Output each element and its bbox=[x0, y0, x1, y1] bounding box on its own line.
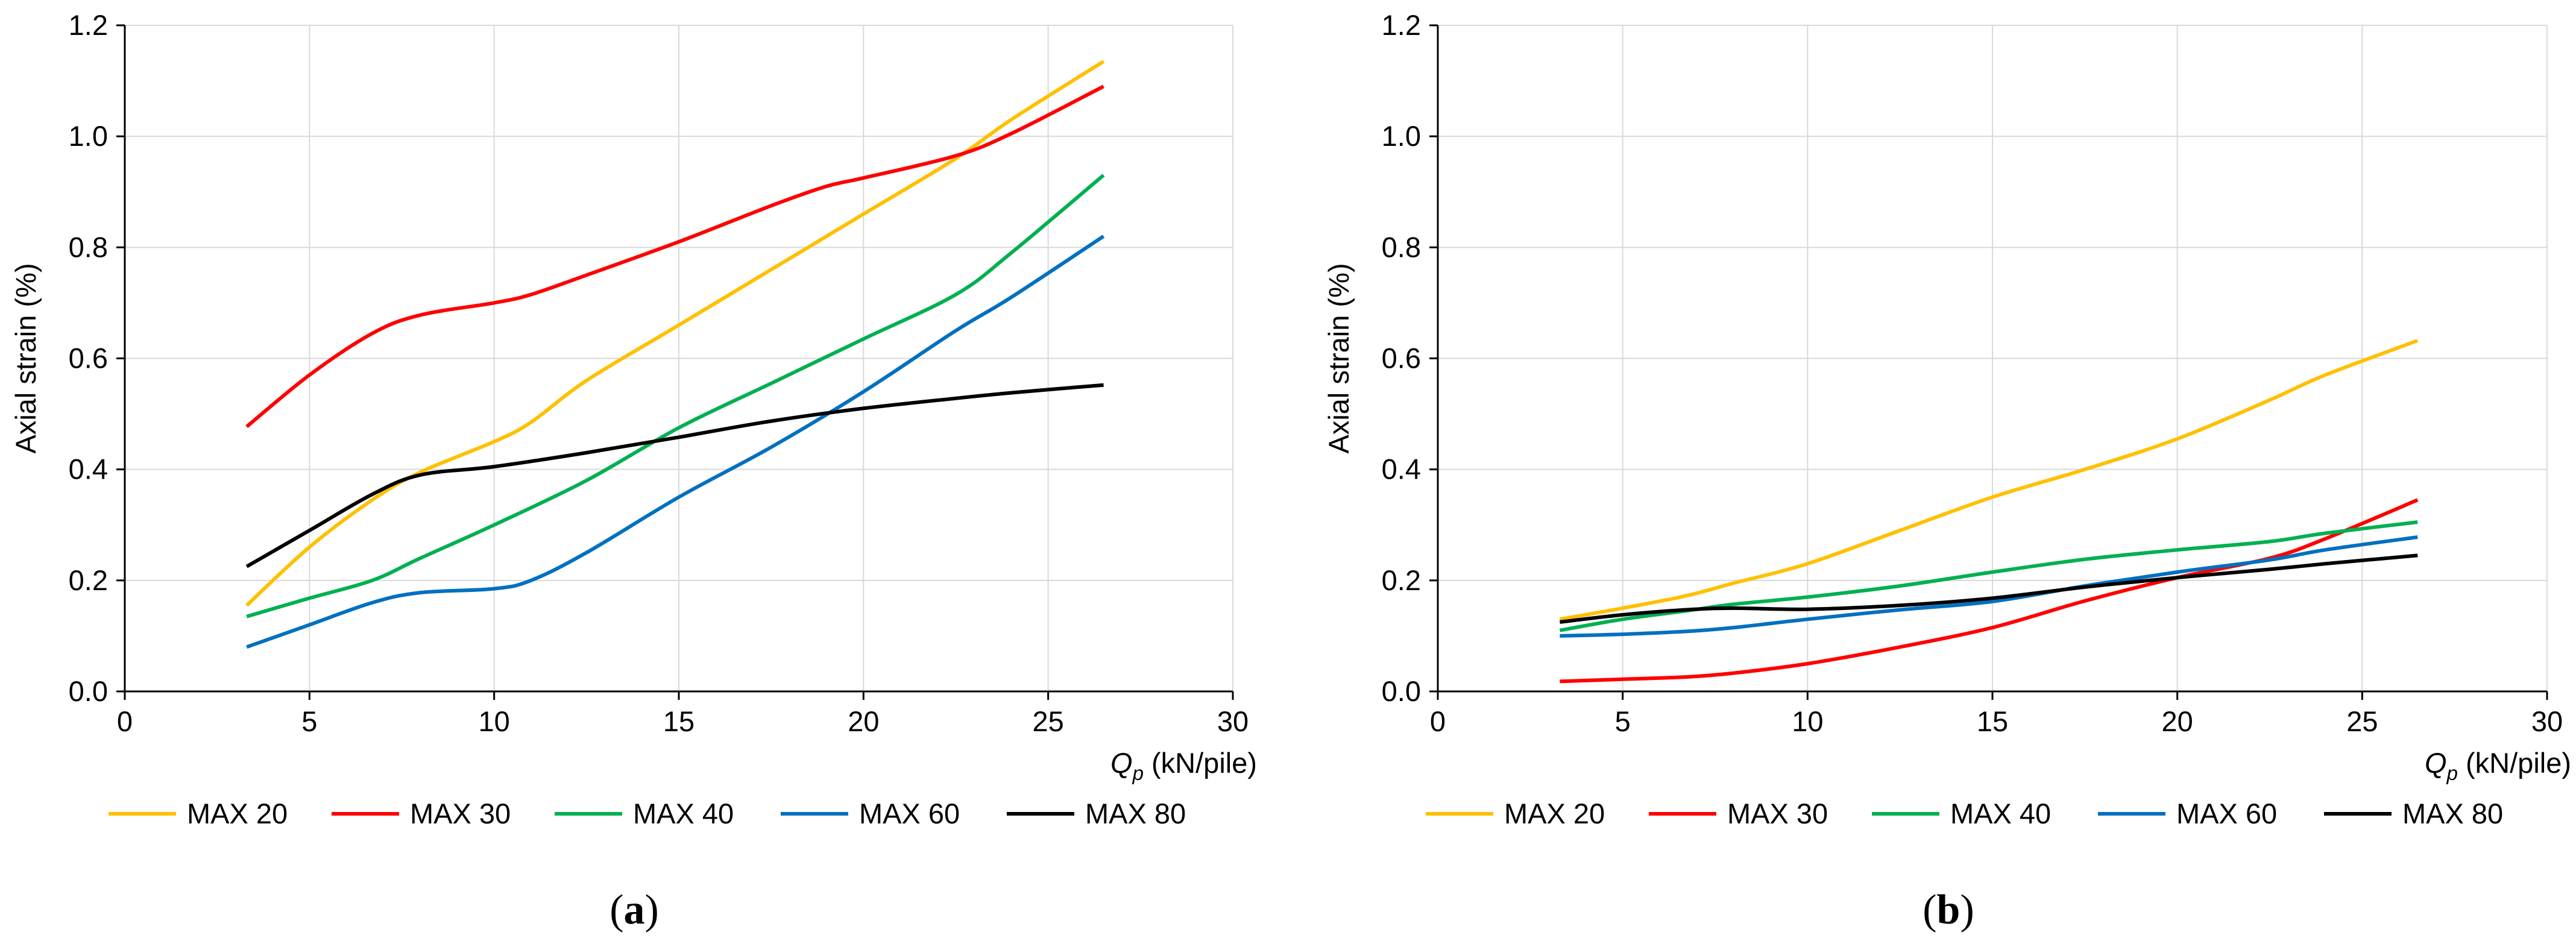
series-line-max-20 bbox=[1559, 339, 2419, 621]
series-line-max-40 bbox=[246, 174, 1105, 618]
x-axis-title: Qp (kN/pile) bbox=[1110, 747, 1257, 784]
y-axis-title: Axial strain (%) bbox=[1323, 263, 1355, 453]
legend-label: MAX 80 bbox=[2402, 798, 2503, 829]
series-line-max-30 bbox=[1560, 498, 2419, 684]
y-axis-title: Axial strain (%) bbox=[10, 263, 42, 453]
y-tick-label: 0.2 bbox=[1382, 564, 1421, 596]
x-tick-label: 30 bbox=[1217, 705, 1249, 737]
y-tick-label: 0.6 bbox=[1382, 342, 1421, 374]
series-line-max-30 bbox=[245, 84, 1104, 429]
y-tick-label: 1.0 bbox=[69, 120, 108, 152]
y-tick-label: 0.0 bbox=[69, 675, 108, 707]
x-tick-label: 10 bbox=[1792, 705, 1823, 737]
x-tick-label: 0 bbox=[117, 705, 133, 737]
x-tick-label: 5 bbox=[1615, 705, 1631, 737]
y-tick-label: 1.2 bbox=[1382, 9, 1421, 41]
series-line-max-80 bbox=[245, 383, 1104, 568]
legend-label: MAX 60 bbox=[2176, 798, 2277, 829]
legend-label: MAX 30 bbox=[1727, 798, 1828, 829]
legend-label: MAX 80 bbox=[1085, 798, 1186, 829]
x-tick-label: 20 bbox=[2162, 705, 2193, 737]
series-line-max-20 bbox=[245, 60, 1105, 607]
legend-label: MAX 30 bbox=[410, 798, 511, 829]
x-tick-label: 25 bbox=[1033, 705, 1064, 737]
y-tick-label: 0.4 bbox=[1382, 453, 1421, 485]
series-line-max-60 bbox=[246, 234, 1105, 649]
series-line-max-40 bbox=[1559, 520, 2418, 632]
series-line-max-60 bbox=[1560, 535, 2418, 638]
y-tick-label: 0.4 bbox=[69, 453, 108, 485]
y-tick-label: 1.2 bbox=[69, 9, 108, 41]
x-tick-label: 20 bbox=[848, 705, 879, 737]
y-tick-label: 0.6 bbox=[69, 342, 108, 374]
y-tick-label: 0.8 bbox=[69, 231, 108, 263]
x-tick-label: 0 bbox=[1430, 705, 1446, 737]
legend-label: MAX 60 bbox=[859, 798, 960, 829]
y-tick-label: 0.8 bbox=[1382, 231, 1421, 263]
legend-label: MAX 20 bbox=[187, 798, 288, 829]
panel-label: (b) bbox=[1923, 887, 1974, 933]
y-tick-label: 1.0 bbox=[1382, 120, 1421, 152]
y-tick-label: 0.0 bbox=[1382, 675, 1421, 707]
legend-label: MAX 40 bbox=[1950, 798, 2051, 829]
legend-label: MAX 20 bbox=[1504, 798, 1605, 829]
x-tick-label: 10 bbox=[479, 705, 510, 737]
series-line-max-80 bbox=[1560, 553, 2418, 624]
panel-label: (a) bbox=[609, 887, 659, 933]
legend-label: MAX 40 bbox=[633, 798, 734, 829]
x-tick-label: 5 bbox=[301, 705, 317, 737]
x-tick-label: 25 bbox=[2346, 705, 2378, 737]
y-tick-label: 0.2 bbox=[69, 564, 108, 596]
x-tick-label: 30 bbox=[2531, 705, 2563, 737]
x-tick-label: 15 bbox=[663, 705, 694, 737]
x-tick-label: 15 bbox=[1977, 705, 2008, 737]
x-axis-title: Qp (kN/pile) bbox=[2425, 747, 2571, 784]
